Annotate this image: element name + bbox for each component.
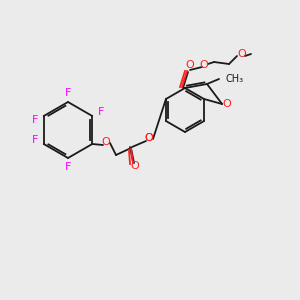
- Text: O: O: [145, 133, 153, 143]
- Text: F: F: [32, 115, 38, 125]
- Text: F: F: [32, 135, 38, 145]
- Text: F: F: [98, 107, 104, 117]
- Text: O: O: [102, 137, 110, 147]
- Text: O: O: [130, 161, 140, 171]
- Text: O: O: [238, 49, 246, 59]
- Text: O: O: [200, 60, 208, 70]
- Text: F: F: [65, 88, 71, 98]
- Text: O: O: [145, 133, 153, 143]
- Text: O: O: [223, 99, 231, 109]
- Text: CH₃: CH₃: [225, 74, 243, 84]
- Text: O: O: [186, 60, 194, 70]
- Text: F: F: [65, 162, 71, 172]
